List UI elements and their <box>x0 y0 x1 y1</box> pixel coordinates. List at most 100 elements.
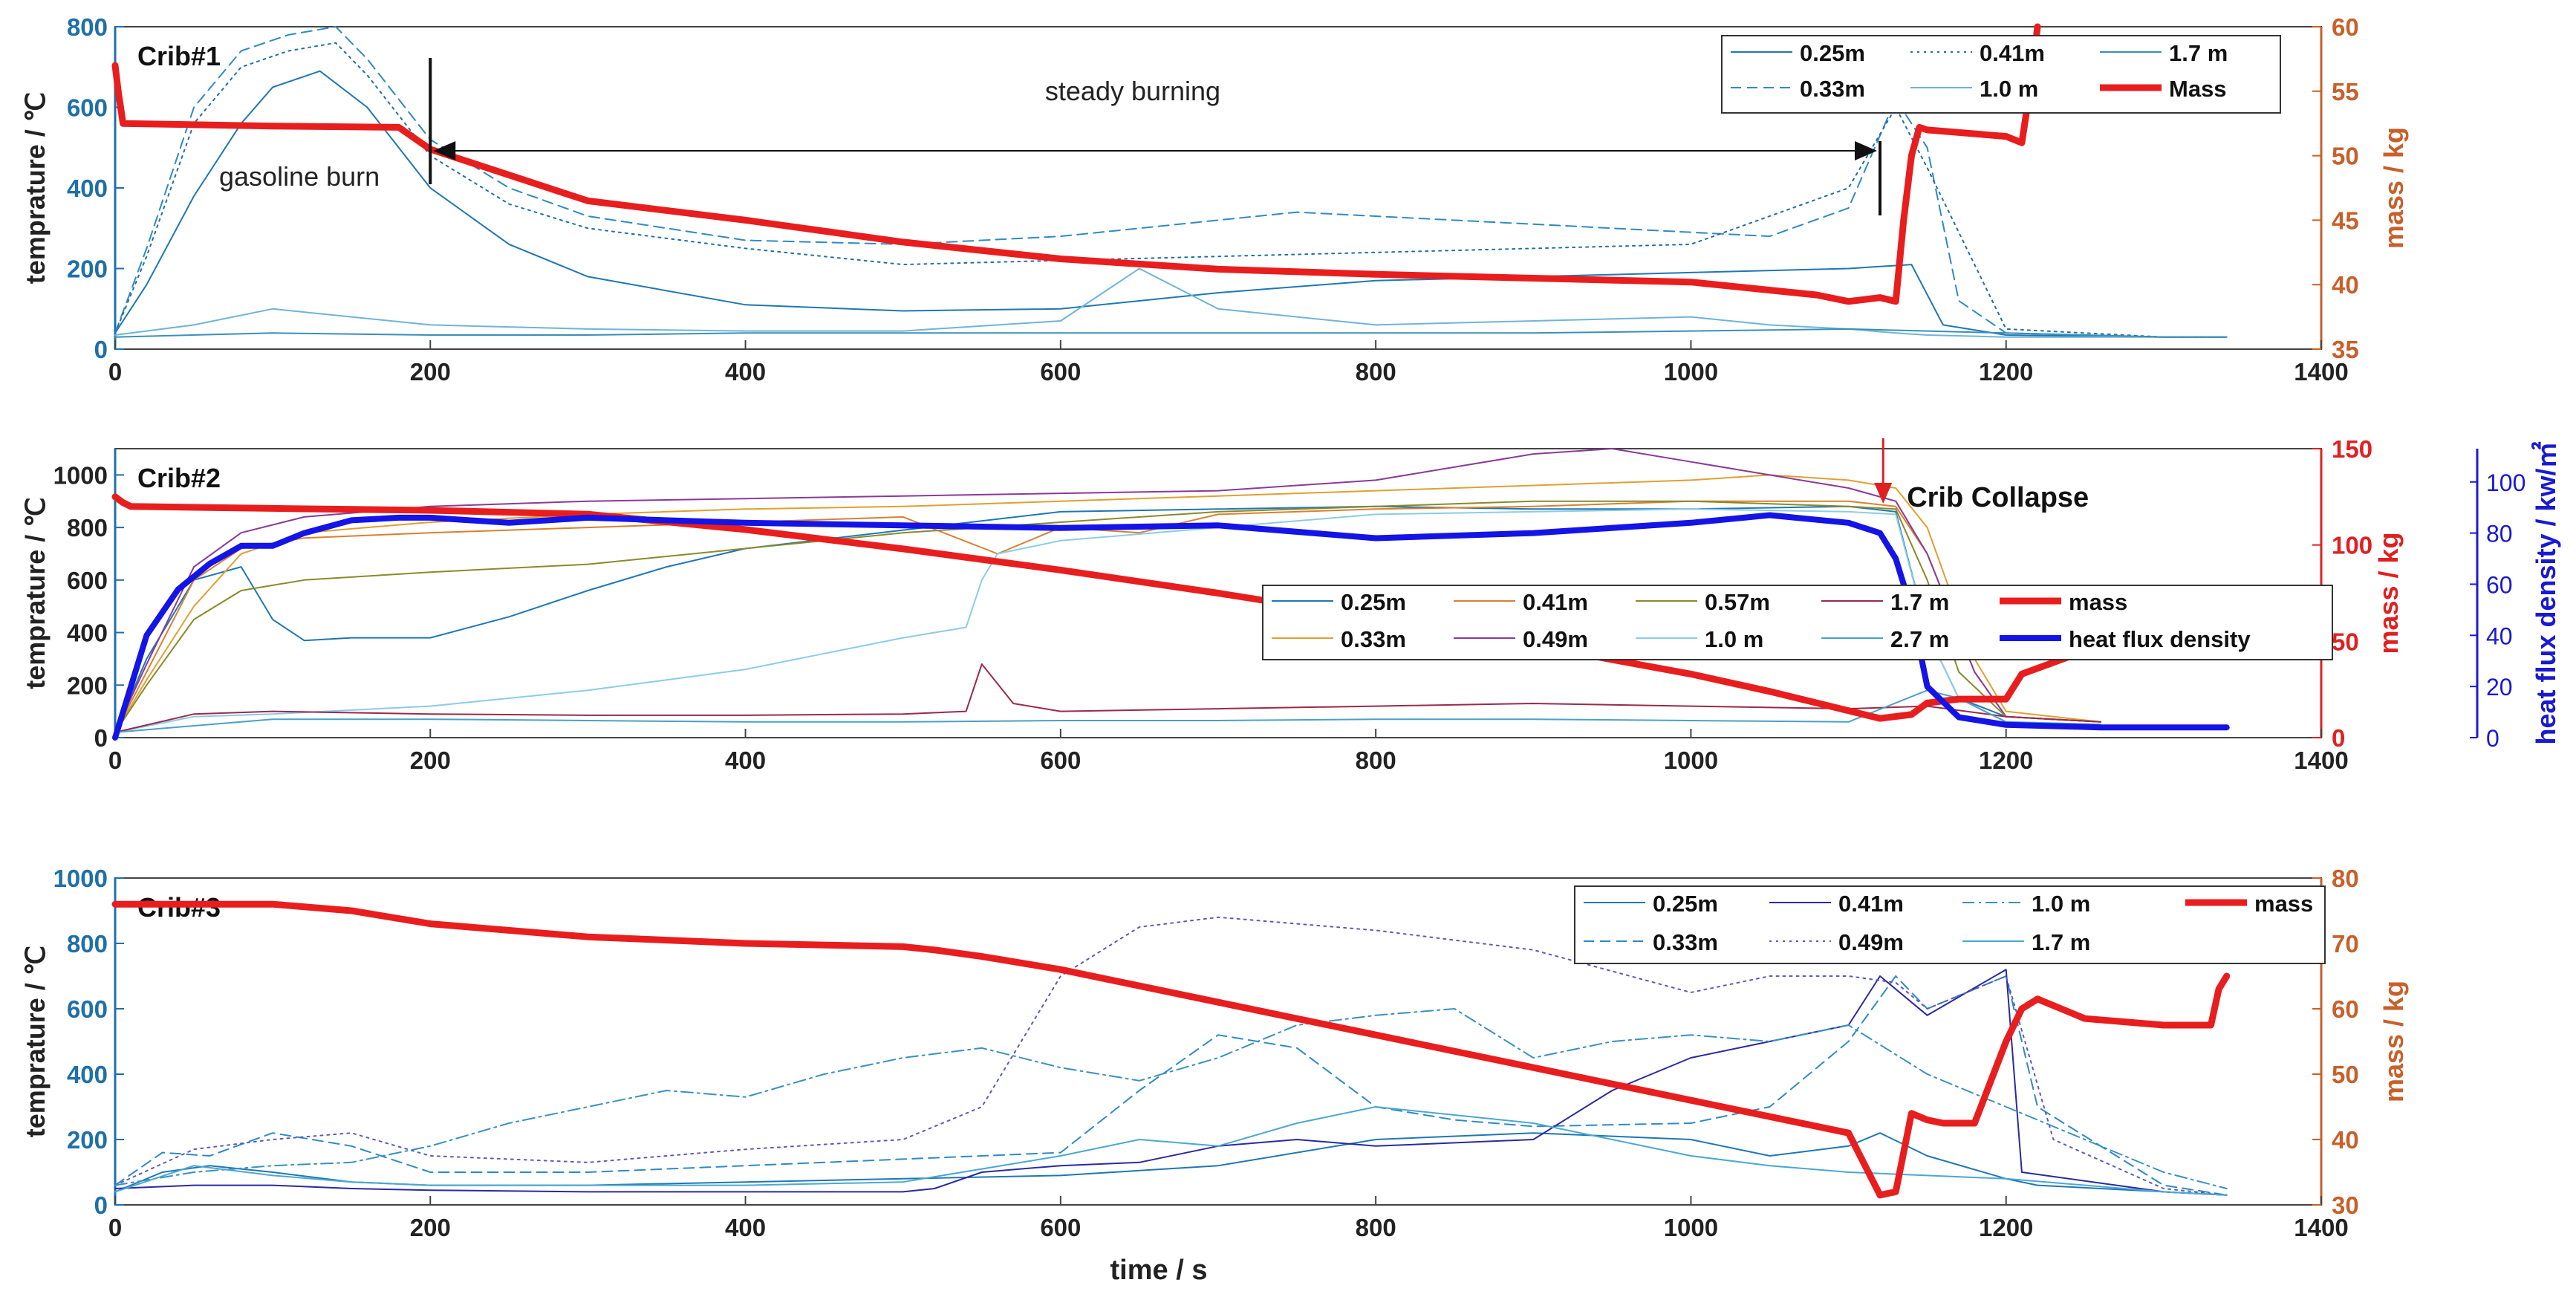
y-tick-label: 800 <box>67 930 108 958</box>
y-tick-label: 400 <box>67 175 108 202</box>
x-tick-label: 1000 <box>1664 1214 1718 1241</box>
x-tick-label: 1000 <box>1664 747 1718 774</box>
x-tick-label: 400 <box>725 747 766 774</box>
legend-label: 0.33m <box>1653 929 1718 955</box>
series-line-1-7-m <box>114 328 2228 338</box>
x-tick-label: 1200 <box>1979 1214 2033 1241</box>
crib3-panel: 0 200 400 600 800 1000 1200 1400 0 200 400 600 800 10… <box>20 865 2409 1241</box>
x-tick-label: 200 <box>410 747 451 774</box>
x-tick-label: 0 <box>108 358 122 386</box>
legend-label: 0.41m <box>1523 589 1588 615</box>
panel-title: Crib#2 <box>137 463 221 493</box>
legend-box <box>1721 35 2281 114</box>
legend-label: mass <box>2069 589 2127 615</box>
flux-tick-label: 100 <box>2486 469 2525 496</box>
x-tick-label: 1000 <box>1664 358 1718 386</box>
y-tick-label: 400 <box>67 1061 108 1088</box>
y-tick-label: 600 <box>67 567 108 594</box>
legend-label: mass <box>2254 891 2313 917</box>
collapse-arrow-head <box>1874 483 1893 504</box>
y-tick-label: 800 <box>67 13 108 41</box>
y-axis-label: temprature / ℃ <box>20 946 51 1138</box>
y-tick-label: 1000 <box>53 865 108 892</box>
y2-tick-label: 60 <box>2332 995 2359 1023</box>
collapse-annotation: Crib Collapse <box>1907 482 2089 513</box>
flux-tick-label: 20 <box>2486 674 2513 700</box>
x-tick-label: 600 <box>1040 747 1081 774</box>
y-tick-label: 0 <box>94 724 108 752</box>
series-line-0-25m <box>114 70 2228 338</box>
legend-label: Mass <box>2169 76 2227 102</box>
steady-annotation: steady burning <box>1045 76 1220 106</box>
x-tick-label: 0 <box>108 1214 122 1241</box>
series-line-0-41m <box>114 42 2228 338</box>
x-tick-label: 1200 <box>1979 358 2033 386</box>
legend-label: 1.7 m <box>2169 40 2228 66</box>
legend-label: 0.25m <box>1341 589 1406 615</box>
x-tick-label: 200 <box>410 1214 451 1241</box>
y2-axis-label: mass / kg <box>2373 532 2404 654</box>
y2-tick-label: 60 <box>2332 13 2359 41</box>
y2-tick-label: 70 <box>2332 930 2359 958</box>
x-tick-label: 600 <box>1040 1214 1081 1241</box>
legend-label: 2.7 m <box>1890 626 1949 652</box>
x-tick-label: 200 <box>410 358 451 386</box>
y-tick-label: 200 <box>67 672 108 699</box>
legend-label: 1.7 m <box>2032 929 2090 955</box>
series-line-0-25m <box>114 1132 2228 1196</box>
y2-tick-label: 0 <box>2332 724 2345 752</box>
flux-tick-label: 0 <box>2486 725 2499 752</box>
y-tick-label: 400 <box>67 620 108 647</box>
x-tick-label: 400 <box>725 1214 766 1241</box>
y-tick-label: 0 <box>94 336 108 363</box>
y2-tick-label: 40 <box>2332 271 2359 299</box>
y-axis-label: temprature / ℃ <box>20 497 51 689</box>
legend-label: 1.0 m <box>1980 76 2038 102</box>
y-tick-label: 600 <box>67 995 108 1023</box>
y-tick-label: 600 <box>67 94 108 122</box>
series-line-mass <box>111 900 2231 1199</box>
x-tick-label: 800 <box>1356 1214 1396 1241</box>
y2-tick-label: 55 <box>2332 78 2359 105</box>
x-tick-label: 0 <box>108 747 122 774</box>
legend-label: 0.41m <box>1838 891 1904 917</box>
steady-arrow-head-right <box>1855 141 1877 160</box>
x-tick-label: 1200 <box>1979 747 2033 774</box>
series-line-1-0-m <box>114 1008 2228 1189</box>
y-tick-label: 200 <box>67 1126 108 1154</box>
series-line-0-57m <box>114 500 2101 733</box>
y2-tick-label: 80 <box>2332 865 2359 892</box>
x-axis-label: time / s <box>1110 1255 1208 1286</box>
legend-label: 1.0 m <box>1705 626 1763 652</box>
gasoline-annotation: gasoline burn <box>219 161 380 192</box>
y2-tick-label: 50 <box>2332 1061 2359 1088</box>
legend-label: 1.7 m <box>1890 589 1949 615</box>
x-tick-label: 600 <box>1040 358 1081 386</box>
series-line-0-49m <box>114 448 2101 733</box>
x-tick-label: 400 <box>725 358 766 386</box>
x-tick-label: 1400 <box>2294 1214 2348 1241</box>
y2-tick-label: 150 <box>2332 435 2372 463</box>
flux-axis-label: heat flux density / kw/㎡ <box>2531 441 2561 744</box>
series-line-0-49m <box>114 916 2228 1196</box>
y-tick-label: 1000 <box>53 461 108 489</box>
y2-tick-label: 35 <box>2332 336 2359 363</box>
y2-tick-label: 30 <box>2332 1192 2359 1219</box>
x-tick-label: 1400 <box>2294 358 2348 386</box>
y2-axis-label: mass / kg <box>2378 127 2409 249</box>
legend-label: 0.57m <box>1705 589 1770 615</box>
y-tick-label: 0 <box>94 1192 108 1219</box>
flux-tick-label: 80 <box>2486 521 2513 547</box>
flux-tick-label: 40 <box>2486 623 2513 649</box>
x-tick-label: 800 <box>1356 358 1396 386</box>
legend-label: 0.49m <box>1523 626 1588 652</box>
x-tick-label: 1400 <box>2294 747 2348 774</box>
series-line-0-41m <box>114 969 2228 1196</box>
y-axis-label: temprature / ℃ <box>20 92 51 285</box>
legend-box <box>1574 885 2326 964</box>
y2-tick-label: 50 <box>2332 143 2359 170</box>
legend-box <box>1262 585 2333 660</box>
legend-label: 0.41m <box>1980 40 2045 66</box>
crib2-panel: 0 200 400 600 800 1000 1200 1400020040060080010… <box>20 435 2561 774</box>
